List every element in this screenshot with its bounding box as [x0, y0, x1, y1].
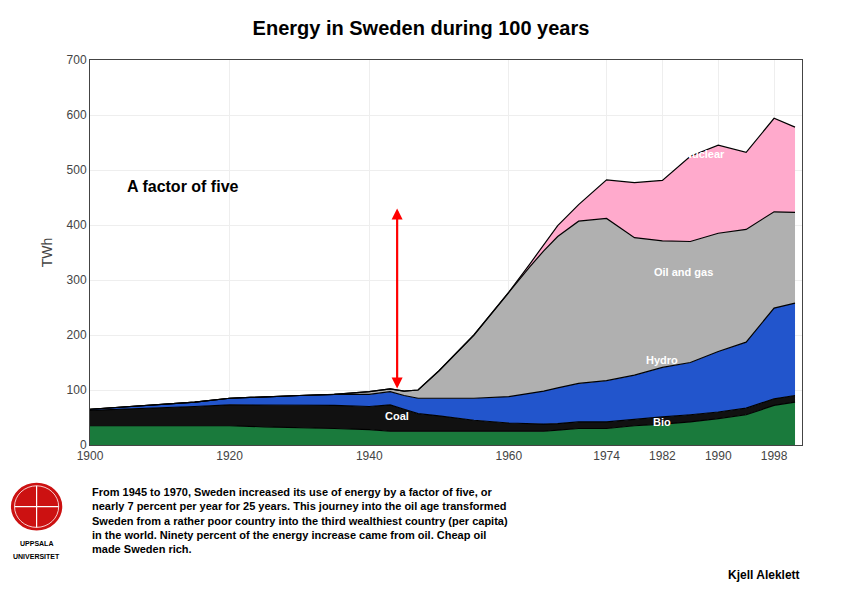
svg-text:600: 600 [67, 108, 87, 122]
svg-text:UNIVERSITET: UNIVERSITET [13, 553, 60, 560]
svg-text:1920: 1920 [216, 449, 243, 463]
svg-text:500: 500 [67, 163, 87, 177]
svg-text:Bio: Bio [653, 416, 671, 428]
svg-text:Coal: Coal [385, 410, 409, 422]
svg-text:1998: 1998 [761, 449, 788, 463]
svg-text:300: 300 [67, 273, 87, 287]
svg-text:Kjell Aleklett: Kjell Aleklett [728, 568, 800, 582]
svg-text:0: 0 [80, 438, 87, 452]
svg-text:1900: 1900 [77, 449, 104, 463]
svg-text:Oil and gas: Oil and gas [654, 266, 713, 278]
svg-text:1990: 1990 [705, 449, 732, 463]
svg-text:100: 100 [67, 383, 87, 397]
svg-text:TWh: TWh [39, 238, 55, 268]
svg-text:1974: 1974 [593, 449, 620, 463]
svg-text:Energy in Sweden during 100 ye: Energy in Sweden during 100 years [253, 17, 590, 39]
svg-text:1982: 1982 [649, 449, 676, 463]
svg-text:A factor of five: A factor of five [127, 178, 239, 195]
svg-text:Hydro: Hydro [646, 354, 678, 366]
svg-text:200: 200 [67, 328, 87, 342]
svg-text:1940: 1940 [356, 449, 383, 463]
svg-text:1960: 1960 [495, 449, 522, 463]
svg-text:Nuclear: Nuclear [684, 148, 725, 160]
svg-text:700: 700 [67, 53, 87, 67]
svg-text:UPPSALA: UPPSALA [20, 540, 53, 547]
svg-text:400: 400 [67, 218, 87, 232]
svg-text:From 1945 to 1970, Sweden incr: From 1945 to 1970, Sweden increased its … [92, 486, 508, 555]
